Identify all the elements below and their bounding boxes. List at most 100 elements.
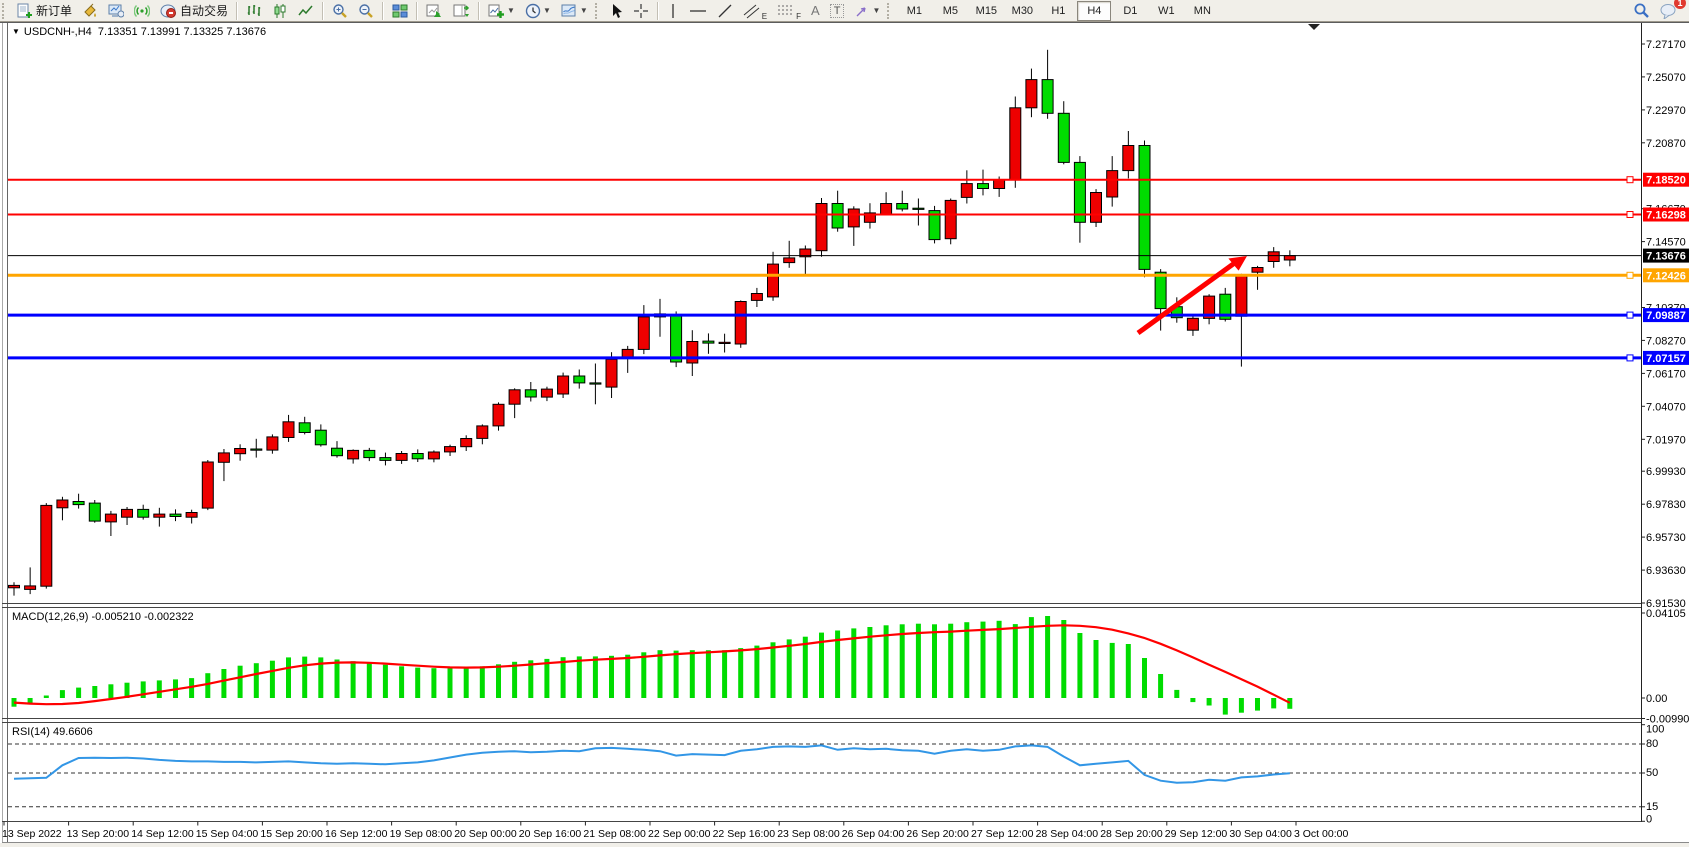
shift-chart-button[interactable] <box>449 0 474 22</box>
timeframe-button-m1[interactable]: M1 <box>906 4 922 17</box>
time-tick-label[interactable]: 13 Sep 20:00 <box>67 828 130 840</box>
hline-handle[interactable] <box>1626 211 1634 218</box>
candle-bullish <box>153 513 166 518</box>
hline-handle[interactable] <box>1626 354 1634 362</box>
price-tick-label: 7.22970 <box>1646 105 1686 117</box>
text-tool-button[interactable]: A <box>807 0 824 22</box>
candle-bullish <box>767 263 779 298</box>
search-icon <box>1633 2 1650 19</box>
search-button[interactable] <box>1629 0 1654 22</box>
timeframe-button-m5[interactable]: M5 <box>942 4 958 17</box>
macd-bar <box>43 695 49 698</box>
candle-bearish <box>928 210 941 241</box>
bar-chart-button[interactable] <box>242 0 266 22</box>
timeframe-button-mn[interactable]: MN <box>1193 4 1211 17</box>
candle-bullish <box>605 358 618 388</box>
signal-button[interactable] <box>130 0 154 22</box>
terminal-button[interactable] <box>104 0 128 22</box>
time-tick-label[interactable]: 22 Sep 16:00 <box>713 828 776 840</box>
time-tick-label[interactable]: 21 Sep 08:00 <box>583 828 646 840</box>
time-tick-label[interactable]: 3 Oct 00:00 <box>1294 828 1348 840</box>
macd-bar <box>124 682 130 698</box>
vline-tool-button[interactable] <box>663 0 683 22</box>
time-tick-label[interactable]: 22 Sep 00:00 <box>648 828 711 840</box>
macd-bar <box>415 667 421 698</box>
time-tick-label[interactable]: 23 Sep 08:00 <box>777 828 840 840</box>
hline-handle[interactable] <box>1626 271 1634 279</box>
timeframe-button-w1[interactable]: W1 <box>1158 4 1175 17</box>
time-tick-label[interactable]: 13 Sep 2022 <box>2 828 62 840</box>
chart-menu-caret-icon[interactable]: ▼ <box>12 27 20 36</box>
line-chart-button[interactable] <box>294 0 318 22</box>
trendline-tool-button[interactable] <box>713 0 737 22</box>
add-indicator-button[interactable]: ▼ <box>484 0 519 22</box>
candle-bearish <box>72 501 85 506</box>
time-tick-label[interactable]: 20 Sep 00:00 <box>454 828 517 840</box>
timeframe-button-m15[interactable]: M15 <box>975 4 998 17</box>
toolbar-drag-handle[interactable] <box>2 2 7 19</box>
notifications-button[interactable]: 1 <box>1656 0 1686 22</box>
trend-arrow-head[interactable] <box>1228 256 1247 271</box>
tile-windows-button[interactable] <box>388 0 412 22</box>
time-tick-label[interactable]: 28 Sep 20:00 <box>1100 828 1163 840</box>
auto-trading-button[interactable]: 自动交易 <box>156 0 232 22</box>
chat-icon <box>1660 3 1678 19</box>
candle-bullish <box>750 293 763 301</box>
time-tick-label[interactable]: 26 Sep 04:00 <box>842 828 905 840</box>
text-label-tool-button[interactable]: T <box>826 0 849 22</box>
timeframe-button-h1[interactable]: H1 <box>1051 4 1066 17</box>
macd-indicator-label: MACD(12,26,9) -0.005210 -0.002322 <box>12 611 194 623</box>
time-tick-label[interactable]: 28 Sep 04:00 <box>1036 828 1099 840</box>
candle-bullish <box>24 585 37 590</box>
candle-bullish <box>185 512 198 518</box>
trend-arrow[interactable] <box>1136 259 1238 336</box>
candle-bearish <box>331 447 343 457</box>
fibonacci-icon <box>777 3 795 19</box>
hline-tool-button[interactable] <box>685 0 711 22</box>
channel-tool-button[interactable]: E <box>739 0 771 22</box>
price-axis-area[interactable] <box>1642 23 1689 843</box>
candle-bullish <box>444 446 456 453</box>
timeframe-button-m30[interactable]: M30 <box>1011 4 1034 17</box>
candlestick-button[interactable] <box>268 0 292 22</box>
time-tick-label[interactable]: 19 Sep 08:00 <box>390 828 453 840</box>
hline-handle[interactable] <box>1626 311 1634 319</box>
arrange-chart-button[interactable] <box>422 0 447 22</box>
time-tick-label[interactable]: 29 Sep 12:00 <box>1165 828 1228 840</box>
toolbar-drag-handle[interactable] <box>594 2 600 19</box>
macd-bar <box>1271 698 1277 709</box>
tile-windows-icon <box>392 3 408 19</box>
time-tick-label[interactable]: 14 Sep 12:00 <box>131 828 194 840</box>
axis-badge-pivot <box>1643 268 1689 283</box>
time-tick-label[interactable]: 20 Sep 16:00 <box>519 828 582 840</box>
arrows-tool-button[interactable]: ▼ <box>850 0 884 22</box>
time-tick-label[interactable]: 15 Sep 20:00 <box>260 828 323 840</box>
candle-bullish <box>1251 267 1264 273</box>
time-tick-label[interactable]: 30 Sep 04:00 <box>1229 828 1292 840</box>
zoom-out-button[interactable] <box>354 0 378 22</box>
signal-icon <box>134 3 151 19</box>
chart-background <box>0 22 1689 847</box>
styler-button[interactable] <box>78 0 102 22</box>
hline-handle[interactable] <box>1626 176 1634 184</box>
time-tick-label[interactable]: 15 Sep 04:00 <box>196 828 259 840</box>
crosshair-tool-button[interactable] <box>629 0 653 22</box>
template-button[interactable]: ▼ <box>557 0 592 22</box>
candle-bearish <box>137 508 150 518</box>
new-order-button[interactable]: 新订单 <box>12 0 76 22</box>
period-button[interactable]: ▼ <box>521 0 555 22</box>
fibonacci-tool-button[interactable]: F <box>773 0 805 22</box>
time-tick-label[interactable]: 26 Sep 20:00 <box>906 828 969 840</box>
candle-bullish <box>201 461 214 509</box>
new-order-label: 新订单 <box>36 4 73 18</box>
time-tick-label[interactable]: 27 Sep 12:00 <box>971 828 1034 840</box>
timeframe-button-h4[interactable]: H4 <box>1077 0 1112 21</box>
toolbar-drag-handle[interactable] <box>887 2 892 19</box>
candle-bullish <box>1186 317 1199 331</box>
zoom-in-button[interactable] <box>328 0 352 22</box>
time-tick-label[interactable]: 16 Sep 12:00 <box>325 828 388 840</box>
cursor-tool-button[interactable] <box>605 0 627 22</box>
timeframe-button-d1[interactable]: D1 <box>1123 4 1138 17</box>
